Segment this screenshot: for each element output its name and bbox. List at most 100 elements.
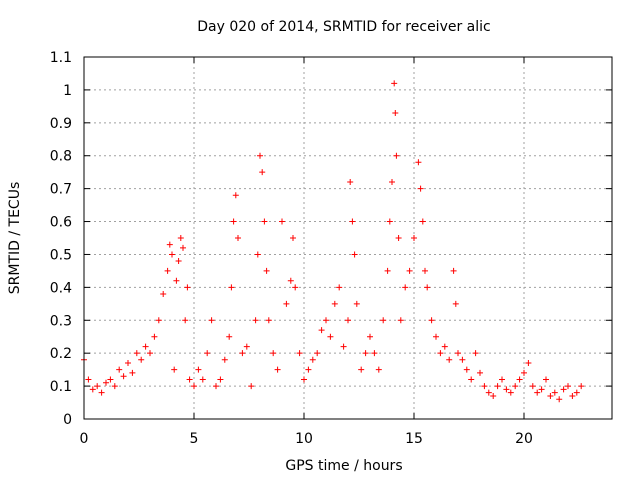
y-tick-label: 1 <box>63 83 72 99</box>
data-point <box>367 333 373 340</box>
data-point <box>252 317 259 324</box>
data-point <box>340 343 347 350</box>
data-point <box>213 383 219 390</box>
data-point <box>243 343 250 350</box>
data-point <box>129 369 136 376</box>
data-point <box>543 376 549 383</box>
data-point <box>248 383 255 390</box>
data-point <box>556 396 563 403</box>
y-tick-label: 0 <box>63 412 72 428</box>
x-tick-label: 20 <box>515 431 533 447</box>
data-point <box>120 373 127 380</box>
data-point <box>362 350 369 357</box>
data-point <box>391 80 398 87</box>
data-point <box>551 389 558 396</box>
data-point <box>305 366 312 373</box>
data-point <box>437 350 444 357</box>
data-point <box>180 244 186 251</box>
data-point <box>147 350 153 357</box>
data-point <box>230 218 237 225</box>
data-point <box>98 389 105 396</box>
data-point <box>292 284 299 291</box>
data-point <box>547 392 554 399</box>
data-point <box>386 218 393 225</box>
data-point <box>397 317 404 324</box>
data-point <box>494 383 501 390</box>
data-point <box>261 218 268 225</box>
data-point <box>309 356 316 363</box>
data-point <box>481 383 488 390</box>
data-point <box>371 350 378 357</box>
data-point <box>521 369 527 376</box>
data-point <box>274 366 281 373</box>
data-point <box>184 284 191 291</box>
data-point <box>318 327 325 334</box>
data-point <box>204 350 211 357</box>
data-point <box>336 284 343 291</box>
data-point <box>125 360 131 367</box>
data-point <box>393 152 400 159</box>
data-point <box>186 376 193 383</box>
data-point <box>441 343 448 350</box>
y-tick-label: 0.3 <box>50 313 72 329</box>
data-point <box>538 386 545 393</box>
data-point <box>353 300 360 307</box>
grid-lines <box>84 57 612 419</box>
data-point <box>424 284 431 291</box>
data-point <box>107 376 114 383</box>
data-point <box>450 267 457 274</box>
data-point <box>323 317 329 324</box>
data-point <box>422 267 428 274</box>
data-point <box>226 333 233 340</box>
data-point <box>499 376 505 383</box>
data-point <box>428 317 435 324</box>
data-point <box>171 366 178 373</box>
data-point <box>239 350 246 357</box>
data-point <box>452 300 459 307</box>
data-point <box>287 277 294 284</box>
data-point <box>433 333 439 340</box>
data-point <box>173 277 180 284</box>
data-point <box>534 389 541 396</box>
data-point <box>217 376 224 383</box>
x-axis-title: GPS time / hours <box>285 458 402 474</box>
data-point <box>331 300 338 307</box>
data-point <box>455 350 461 357</box>
data-point <box>477 369 483 376</box>
data-point <box>199 376 206 383</box>
data-point <box>472 350 479 357</box>
data-point <box>503 386 510 393</box>
data-point <box>345 317 351 324</box>
data-points <box>81 80 585 403</box>
data-point <box>463 366 470 373</box>
data-point <box>270 350 277 357</box>
data-point <box>411 235 417 241</box>
data-point <box>208 317 215 324</box>
y-axis-title: SRMTID / TECUs <box>7 182 23 295</box>
data-point <box>446 356 453 363</box>
data-point <box>138 356 145 363</box>
data-point <box>417 185 424 192</box>
data-point <box>182 317 189 324</box>
data-point <box>103 379 109 386</box>
data-point <box>380 317 387 324</box>
data-point <box>166 241 173 248</box>
data-point <box>133 350 140 357</box>
y-tick-label: 0.7 <box>50 182 72 198</box>
data-point <box>89 386 96 393</box>
data-point <box>228 284 235 291</box>
data-point <box>525 360 532 367</box>
data-point <box>142 343 149 350</box>
data-point <box>195 366 202 373</box>
data-point <box>402 284 409 291</box>
data-point <box>578 383 585 390</box>
data-point <box>94 383 101 390</box>
y-tick-label: 0.5 <box>50 247 72 263</box>
data-point <box>85 376 92 383</box>
data-point <box>327 333 334 340</box>
data-point <box>221 356 228 363</box>
data-point <box>358 366 365 373</box>
x-tick-label: 0 <box>80 431 89 447</box>
data-point <box>259 169 266 176</box>
